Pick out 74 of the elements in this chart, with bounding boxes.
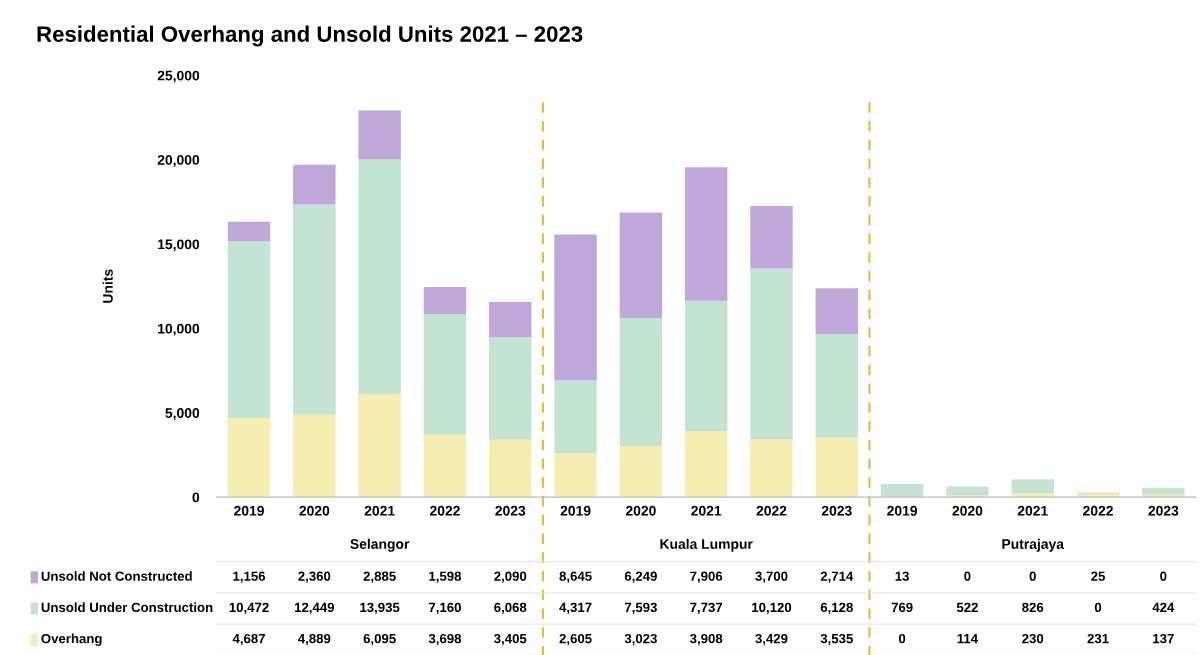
data-label: 3,023 (624, 633, 657, 646)
data-label: 2,360 (298, 571, 331, 583)
data-label: 7,906 (690, 571, 723, 583)
data-label: 424 (1152, 602, 1175, 612)
legend-label: Unsold Under Construction (41, 602, 213, 613)
data-label: 4,889 (298, 633, 331, 646)
legend-label: Overhang (41, 633, 102, 646)
data-label: 6,128 (820, 602, 853, 614)
data-label: 7,593 (624, 602, 657, 614)
data-label: 3,535 (820, 633, 853, 646)
x-tick-label: 2019 (234, 505, 264, 516)
data-label: 769 (891, 602, 913, 613)
y-tick-label: 15,000 (158, 239, 200, 252)
x-tick-label: 2020 (625, 505, 656, 516)
x-tick-label: 2022 (1083, 505, 1113, 516)
data-label: 3,698 (428, 633, 462, 646)
text: Putrajaya (1002, 538, 1065, 552)
data-label: 114 (957, 634, 978, 644)
data-label: 8,645 (559, 571, 592, 583)
data-label: 2,885 (363, 571, 396, 583)
x-tick-label: 2020 (952, 505, 983, 516)
data-label: 826 (1022, 602, 1044, 613)
x-tick-label: 2023 (495, 505, 526, 516)
y-tick-label: 0 (192, 492, 200, 503)
text: Kuala Lumpur (660, 538, 753, 552)
data-label: 3,429 (755, 633, 788, 646)
data-label: 25 (1091, 571, 1105, 581)
y-tick-label: 25,000 (157, 70, 200, 83)
y-tick-label: 10,000 (158, 323, 200, 336)
data-label: 10,472 (229, 602, 269, 614)
chart-title: Residential Overhang and Unsold Units 2021 – 2023 (37, 25, 583, 47)
data-label: 2,090 (494, 571, 527, 583)
x-tick-label: 2021 (1017, 505, 1048, 516)
legend-label: Unsold Not Constructed (41, 571, 192, 581)
x-tick-label: 2021 (691, 505, 722, 516)
data-label: 0 (1029, 571, 1036, 581)
data-label: 13 (895, 571, 909, 581)
data-label: 0 (964, 571, 971, 581)
data-label: 7,737 (690, 602, 723, 614)
data-label: 231 (1087, 633, 1109, 644)
x-tick-label: 2023 (1148, 505, 1179, 516)
data-label: 1,156 (233, 571, 266, 583)
data-label: 4,317 (559, 602, 592, 614)
data-label: 3,405 (494, 633, 527, 646)
y-tick-label: 20,000 (157, 155, 200, 167)
x-tick-label: 2023 (821, 505, 852, 516)
data-label: 4,687 (232, 633, 265, 646)
data-label: 7,160 (429, 602, 461, 614)
x-tick-label: 2019 (560, 505, 591, 516)
data-label: 230 (1022, 633, 1044, 644)
text: Selangor (350, 538, 410, 552)
y-axis-title: Units (102, 269, 113, 303)
data-label: 2,714 (820, 571, 854, 583)
data-label: 3,908 (689, 633, 723, 646)
data-label: 0 (898, 633, 906, 644)
data-label: 6,095 (363, 633, 396, 646)
x-tick-label: 2022 (429, 505, 460, 516)
x-tick-label: 2021 (364, 505, 395, 516)
data-label: 6,068 (494, 602, 527, 614)
data-label: 12,449 (294, 602, 335, 614)
data-label: 1,598 (429, 571, 462, 583)
data-label: 0 (1160, 571, 1167, 581)
x-tick-label: 2019 (887, 505, 918, 516)
data-label: 137 (1153, 633, 1174, 644)
x-tick-label: 2022 (756, 505, 787, 516)
data-label: 0 (1094, 602, 1102, 613)
data-label: 2,605 (559, 633, 592, 646)
y-tick-label: 5,000 (165, 408, 200, 420)
data-label: 6,249 (624, 571, 657, 583)
x-tick-label: 2020 (299, 505, 330, 516)
data-label: 13,935 (360, 602, 400, 614)
data-label: 522 (956, 602, 978, 613)
data-label: 10,120 (752, 602, 792, 614)
data-label: 3,700 (755, 571, 788, 583)
